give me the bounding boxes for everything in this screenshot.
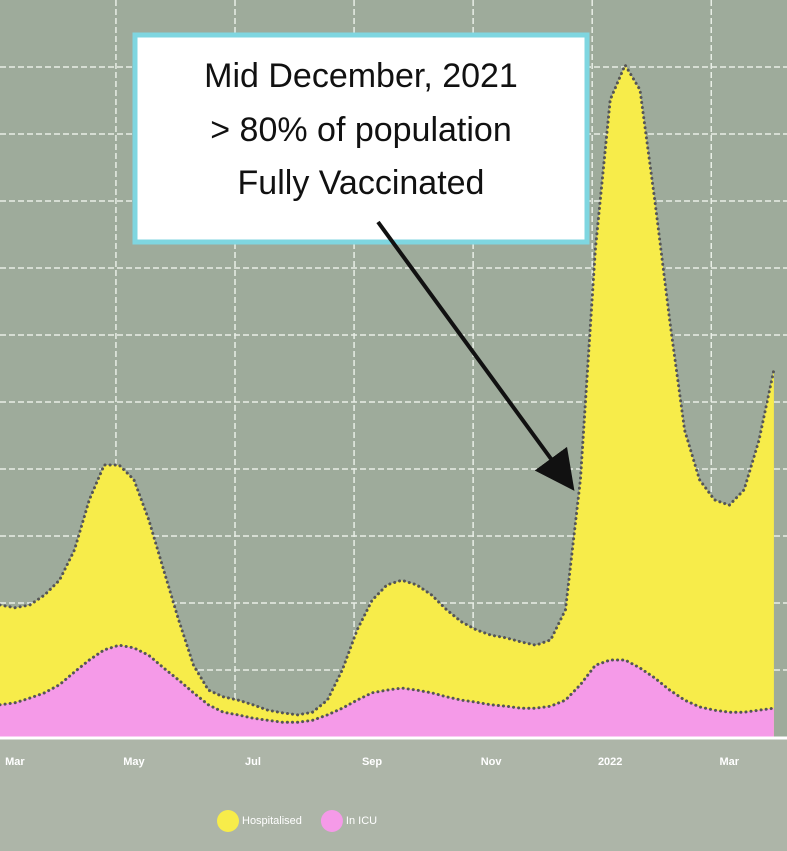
x-tick-label: 2022 — [598, 756, 622, 768]
x-tick-label: May — [123, 756, 145, 768]
areas — [0, 61, 776, 737]
x-tick-label: Mar — [5, 756, 25, 768]
x-axis: Mar May Jul Sep Nov 2022 Mar — [5, 756, 740, 768]
area-outline — [0, 643, 776, 724]
annotation-line: Mid December, 2021 — [204, 57, 518, 95]
x-tick-label: Sep — [362, 756, 382, 768]
annotation-arrow — [376, 220, 575, 491]
area-outline — [0, 61, 776, 717]
annotation-line: > 80% of population — [210, 111, 512, 149]
legend-swatch — [217, 810, 239, 832]
legend-label: In ICU — [346, 815, 377, 827]
area-fill — [0, 65, 774, 737]
x-tick-label: Jul — [245, 756, 261, 768]
x-tick-label: Nov — [481, 756, 503, 768]
legend-swatch — [320, 810, 343, 832]
annotation-line: Fully Vaccinated — [238, 164, 485, 202]
legend: Hospitalised In ICU — [217, 810, 377, 832]
legend-label: Hospitalised — [242, 815, 302, 827]
x-tick-label: Mar — [719, 756, 739, 768]
annotation-box — [132, 32, 590, 245]
